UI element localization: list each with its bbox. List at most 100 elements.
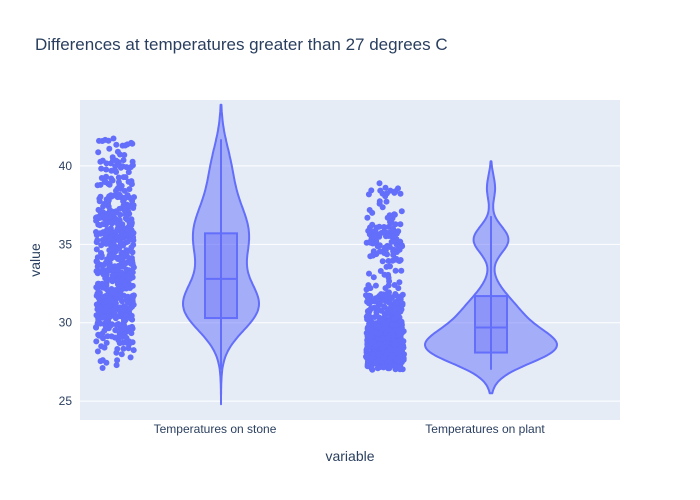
data-point xyxy=(103,166,110,173)
data-point xyxy=(131,194,137,201)
data-point xyxy=(101,344,108,351)
data-point xyxy=(98,242,105,249)
data-point xyxy=(108,297,115,304)
data-point xyxy=(129,249,136,256)
data-point xyxy=(117,242,124,249)
data-point xyxy=(366,333,373,340)
data-point xyxy=(127,164,134,171)
data-point xyxy=(399,301,406,308)
y-tick-label: 35 xyxy=(59,237,73,251)
data-point xyxy=(130,347,137,354)
x-tick-label: Temperatures on stone xyxy=(154,422,277,436)
data-point xyxy=(377,268,384,274)
data-point xyxy=(127,305,134,312)
data-point xyxy=(124,293,131,300)
data-point xyxy=(122,194,129,201)
data-point xyxy=(363,353,370,360)
data-point xyxy=(392,267,399,274)
data-point xyxy=(127,354,134,361)
data-point xyxy=(109,288,116,295)
data-point xyxy=(129,294,136,301)
data-point xyxy=(113,229,120,235)
data-point xyxy=(97,158,104,165)
data-point xyxy=(364,214,371,221)
data-point xyxy=(386,299,393,306)
data-point xyxy=(380,354,387,361)
data-point xyxy=(97,320,104,327)
data-point xyxy=(393,309,399,316)
data-point xyxy=(101,307,108,314)
data-point xyxy=(125,338,132,345)
data-point xyxy=(94,182,101,189)
x-axis-title: variable xyxy=(325,448,374,464)
data-point xyxy=(97,222,103,229)
data-point xyxy=(103,359,110,366)
data-point xyxy=(104,333,111,340)
data-point xyxy=(93,338,100,345)
data-point xyxy=(93,324,100,331)
data-point xyxy=(383,263,390,270)
data-point xyxy=(126,270,133,277)
data-point xyxy=(128,216,135,223)
data-point xyxy=(103,273,110,280)
data-point xyxy=(116,283,123,290)
data-point xyxy=(381,303,387,310)
data-point xyxy=(390,247,397,254)
data-point xyxy=(116,340,123,347)
data-point xyxy=(124,298,131,305)
data-point xyxy=(398,267,405,274)
data-point xyxy=(102,323,109,329)
data-point xyxy=(370,274,377,281)
data-point xyxy=(94,348,101,355)
data-point xyxy=(381,297,388,304)
data-point xyxy=(109,210,116,217)
data-point xyxy=(113,141,120,148)
data-point xyxy=(365,191,372,198)
data-point xyxy=(367,293,374,299)
data-point xyxy=(101,327,108,334)
data-point xyxy=(117,211,124,218)
data-point xyxy=(97,193,104,200)
data-point xyxy=(365,282,372,289)
chart-title: Differences at temperatures greater than… xyxy=(35,35,448,54)
data-point xyxy=(371,232,378,239)
data-point xyxy=(93,246,100,253)
data-point xyxy=(381,292,388,299)
data-point xyxy=(391,363,398,369)
data-point xyxy=(378,230,385,236)
data-point xyxy=(396,279,403,286)
data-point xyxy=(122,260,129,267)
data-point xyxy=(372,359,379,366)
data-point xyxy=(366,270,372,277)
data-point xyxy=(112,334,118,341)
data-point xyxy=(397,337,404,344)
data-point xyxy=(369,252,376,259)
data-point xyxy=(396,364,403,371)
data-point xyxy=(99,365,106,371)
data-point xyxy=(118,351,125,358)
data-point xyxy=(114,357,121,364)
data-point xyxy=(114,278,121,285)
data-point xyxy=(97,358,104,365)
data-point xyxy=(113,362,120,369)
data-point xyxy=(372,282,379,289)
data-point xyxy=(114,346,121,352)
data-point xyxy=(384,251,390,258)
data-point xyxy=(397,257,404,263)
data-point xyxy=(112,327,119,334)
data-point xyxy=(115,321,122,327)
data-point xyxy=(94,268,101,274)
data-point xyxy=(120,345,127,352)
data-point xyxy=(364,312,371,319)
data-point xyxy=(115,174,122,181)
data-point xyxy=(374,313,380,320)
data-point xyxy=(385,310,391,317)
data-point xyxy=(376,180,383,187)
plot-background xyxy=(80,100,620,420)
data-point xyxy=(381,271,388,278)
data-point xyxy=(391,341,398,348)
data-point xyxy=(383,198,390,205)
data-point xyxy=(97,304,104,311)
data-point xyxy=(98,175,105,181)
data-point xyxy=(98,254,105,261)
